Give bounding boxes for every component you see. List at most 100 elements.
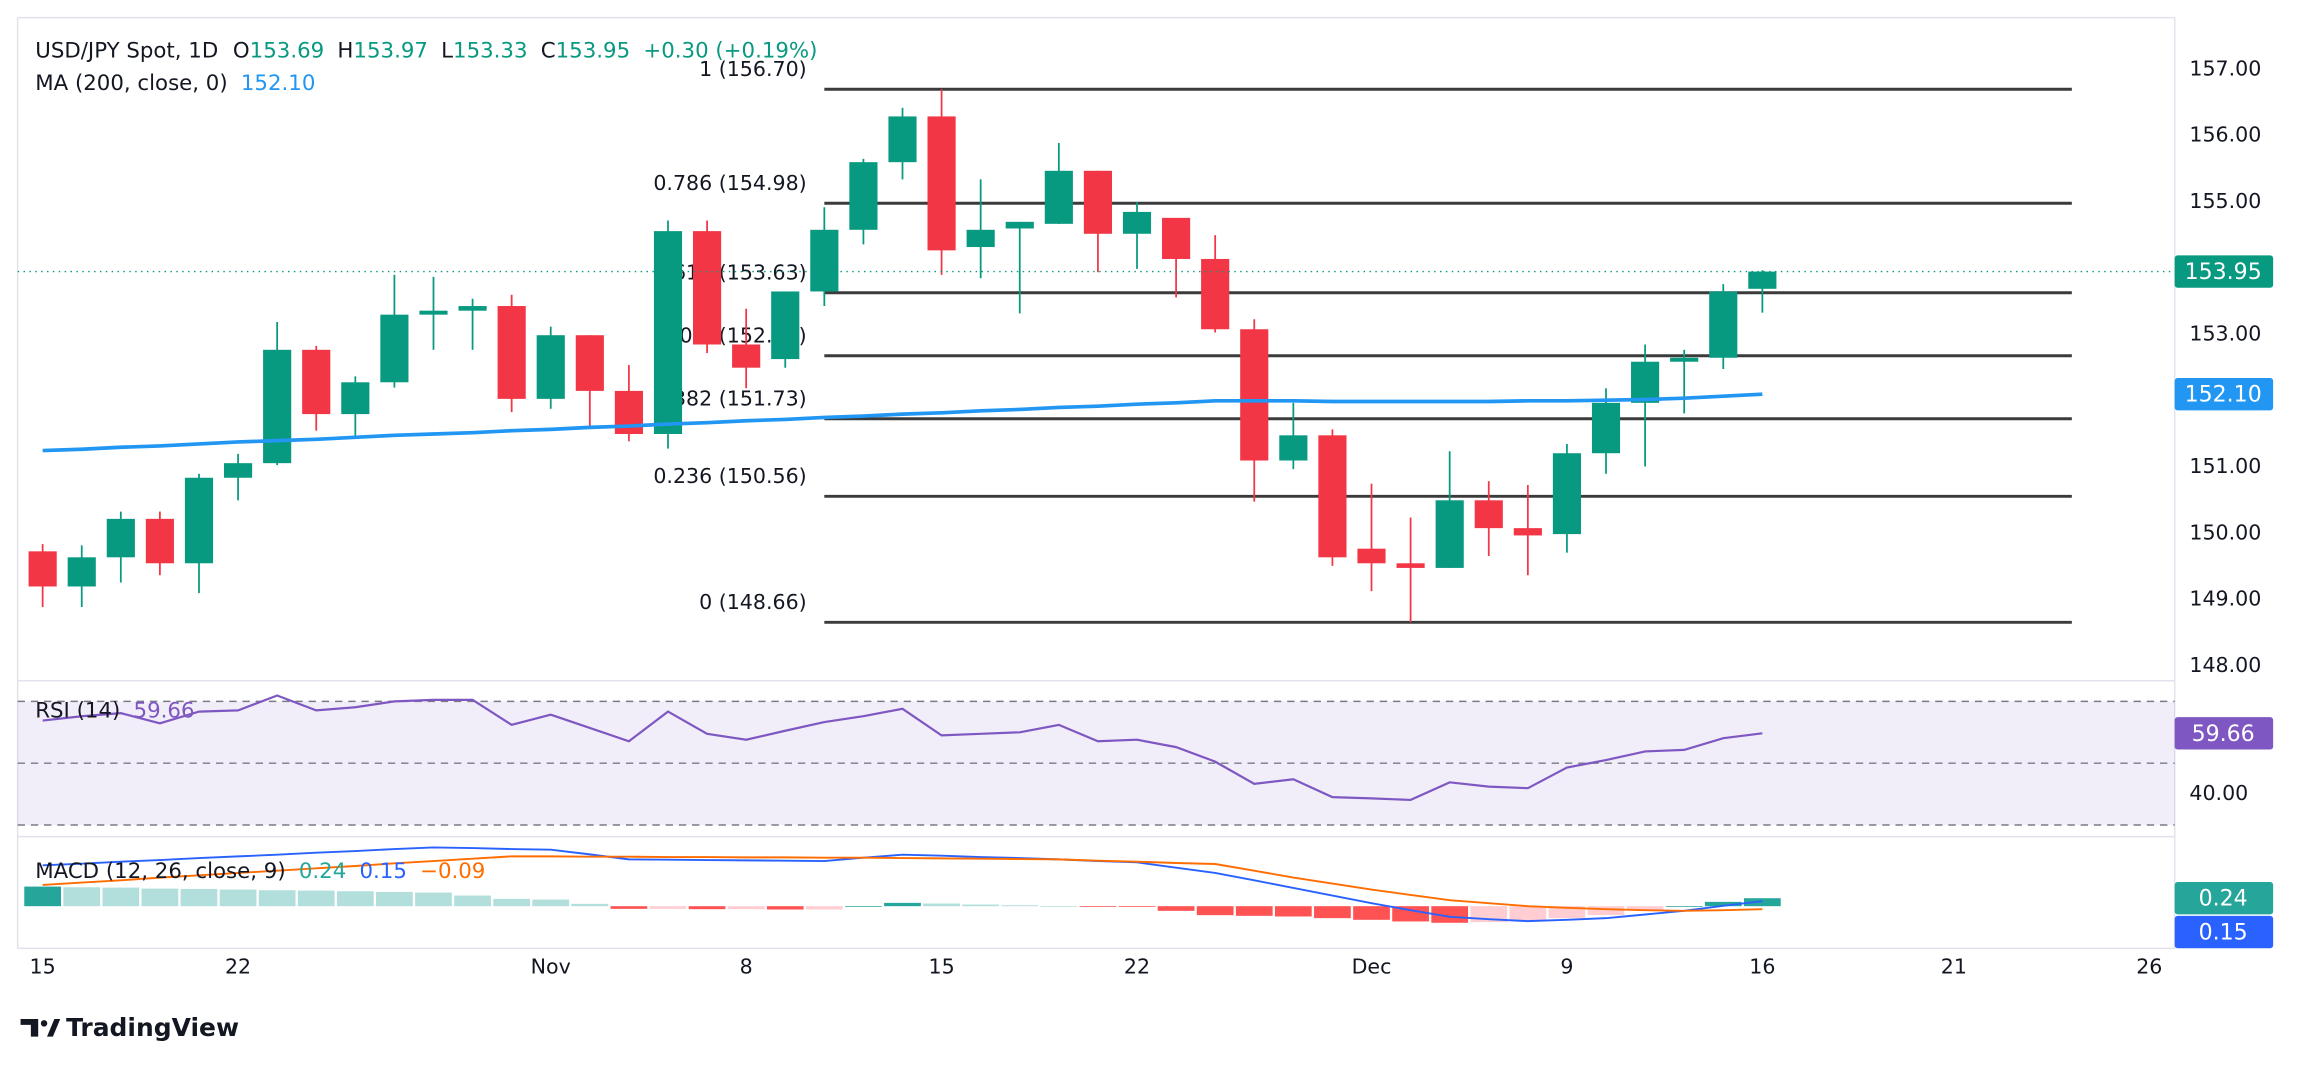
histogram-bar [1392,906,1429,922]
candle-body [458,306,487,311]
macd-line [42,846,1763,923]
candle-body [1474,500,1503,529]
histogram-bar [1704,901,1742,907]
candle-body [1670,357,1699,362]
histogram-bar [141,888,179,907]
candle-body [145,518,174,564]
y-tick-label: 156.00 [2189,123,2261,147]
ma-price-label-box [2174,378,2274,411]
legend-ma: MA (200, close, 0) 152.10 [35,71,315,96]
candle-body [810,229,839,292]
candle-body [1122,211,1152,234]
histogram-bar [727,906,765,910]
candle-body [927,116,956,251]
histogram-bar [1665,906,1703,907]
y-tick-label: 151.00 [2189,454,2261,478]
low-value: 153.33 [453,38,528,63]
histogram-bar [1274,906,1312,917]
macd-value: 0.15 [359,859,406,884]
fib-label: 0.786 (154.98) [653,171,806,195]
y-tick-label: 155.00 [2189,189,2261,213]
histogram-bar [571,903,609,907]
x-tick-label: 26 [2136,954,2162,978]
candle-body [1240,329,1269,461]
moving-average [42,392,1763,453]
candle-body [1162,217,1191,259]
open-label: O [233,38,250,63]
ma-value: 152.10 [241,71,316,96]
x-tick-label: 8 [740,954,753,978]
candle-body [575,335,604,391]
candle-body [1631,361,1660,403]
plot-area: 157.00156.00155.00153.00152.00151.00150.… [17,56,2274,978]
candle-body [419,310,448,315]
y-tick-label: 40.00 [2189,781,2248,805]
histogram-bar [688,906,726,910]
candle-body [1279,435,1308,461]
candle-body [653,231,683,434]
close-value: 153.95 [556,38,631,63]
candle-body [536,335,565,399]
x-tick-label: 22 [1124,954,1150,978]
histogram-bar [532,899,570,907]
histogram-bar [845,906,882,907]
x-tick-label: 9 [1560,954,1573,978]
candle-body [1357,548,1386,564]
y-tick-label: 157.00 [2189,56,2261,80]
histogram-bar [180,888,218,907]
candle-body [849,162,878,230]
candle-body [223,463,253,478]
histogram-bar [1548,906,1586,919]
candle-body [1748,271,1777,289]
histogram-bar [1626,906,1664,911]
histogram-bar [805,906,843,910]
histogram-bar [1079,906,1117,907]
candle-body [302,349,331,415]
histogram-bar [297,890,335,907]
x-tick-label: Dec [1352,954,1392,978]
candle-body [28,551,57,587]
histogram-bar [1196,906,1234,916]
candle-body [1396,563,1425,568]
candle-body [1044,170,1073,224]
high-value: 153.97 [353,38,428,63]
macd-title: MACD (12, 26, close, 9) [35,859,285,884]
signal-value: −0.09 [420,859,485,884]
candle-body [732,344,761,368]
histogram-bar [102,887,140,907]
candle-body [1552,453,1582,535]
candle-body [693,231,722,345]
rsi-value-label-box [2174,717,2274,750]
candle-body [380,314,409,383]
logo-shape [47,1018,61,1037]
candle-body [67,557,96,587]
candle-body [106,518,135,558]
histogram-bar [962,904,1000,907]
fib-label: 1 (156.70) [699,57,807,81]
last-price-label: 153.95 [2185,260,2262,285]
candle-body [497,306,526,399]
pane-frame [16,16,2176,950]
low-label: L [441,38,453,63]
rsi-title: RSI (14) [35,699,120,724]
histogram-value: 0.24 [299,859,346,884]
macd-value-label-box [2174,915,2274,949]
candle-body [263,349,292,464]
candle-body [341,382,370,415]
last-price-label-box [2174,255,2274,288]
candle-body [771,291,800,360]
candle-body [1318,435,1347,558]
change-value: +0.30 (+0.19%) [643,38,817,63]
histogram-bar [493,898,531,907]
histogram-bar [1118,906,1156,907]
rsi-value-label: 59.66 [2192,722,2255,747]
histogram-bar [24,886,62,907]
histogram-bar [884,902,921,907]
histogram-bar [1314,906,1351,919]
rsi-line [42,694,1763,802]
x-tick-label: Nov [531,954,571,978]
y-tick-label: 150.00 [2189,520,2261,544]
candle-body [1513,528,1542,536]
